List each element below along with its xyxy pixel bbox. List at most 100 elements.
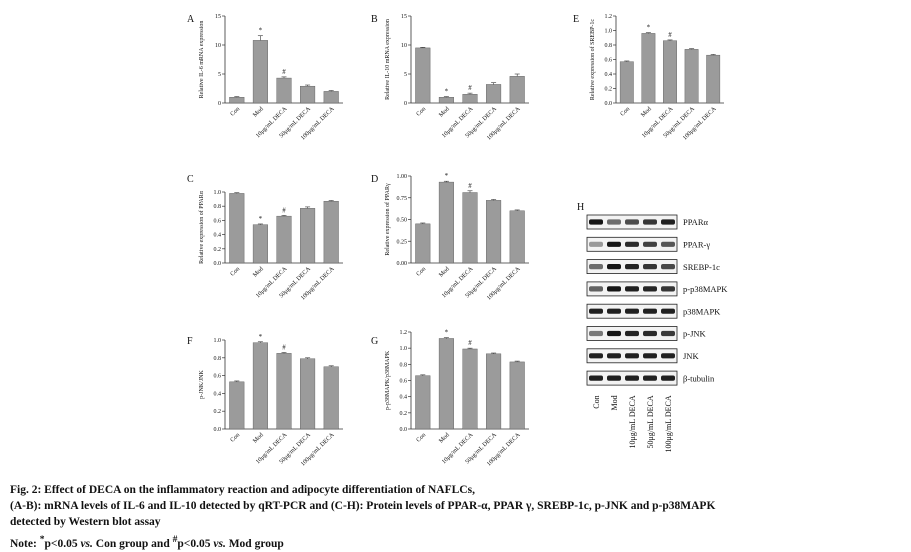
y-tick-label: 1.0 (605, 29, 613, 35)
panel-label: F (187, 336, 193, 347)
blot-band (643, 330, 657, 337)
y-tick-label: 0.0 (400, 427, 408, 433)
blot-band (607, 353, 621, 359)
y-tick-label: 0.8 (605, 43, 613, 49)
bar (300, 208, 316, 264)
y-tick-label: 15 (401, 14, 407, 20)
blot-band (589, 308, 603, 314)
significance-mark: * (647, 24, 651, 32)
bar (323, 201, 339, 264)
bar (415, 375, 431, 430)
y-tick-label: 0.8 (214, 204, 222, 210)
blot-band (607, 330, 621, 337)
y-tick-label: 0.2 (400, 411, 408, 417)
blot-band (661, 308, 675, 314)
y-tick-label: 0.2 (214, 409, 222, 415)
y-tick-label: 0.8 (400, 362, 408, 368)
panel-label: G (371, 336, 378, 347)
figure-canvas: A Relative IL-6 mRNA expression 0 5 10 15 Con *… (187, 14, 728, 468)
protein-label: p38MAPK (683, 306, 721, 316)
note-a: p<0.05 (44, 537, 81, 550)
panel-label: H (577, 202, 584, 213)
y-tick-label: 0.4 (605, 72, 613, 78)
bar (486, 353, 502, 430)
bar (276, 215, 292, 264)
panel-label: E (573, 14, 579, 25)
blot-band (589, 375, 603, 381)
bar (462, 94, 478, 104)
blot-band (661, 241, 675, 247)
western-blot: H PPARα PPAR-γ SREBP-1c p-p38MAPK p38MAPK p-JN… (577, 202, 728, 453)
y-tick-label: 5 (218, 72, 221, 78)
blot-band (625, 353, 639, 359)
bar (438, 96, 454, 104)
lane-label: 50μg/mL DECA (646, 395, 655, 448)
bar (300, 358, 316, 430)
caption-line-2: (A-B): mRNA levels of IL-6 and IL-10 det… (10, 500, 716, 512)
y-tick-label: 1.2 (605, 14, 613, 20)
y-tick-label: 0.0 (214, 427, 222, 433)
bar (415, 223, 431, 264)
bar (252, 224, 268, 264)
chart-D: D Relative expression of PPARγ 0.00 0.25 0.5… (371, 172, 529, 302)
y-tick-label: 0.2 (214, 247, 222, 253)
significance-mark: * (259, 27, 263, 35)
blot-band (607, 286, 621, 292)
significance-mark: * (259, 215, 263, 223)
panel-label: C (187, 174, 194, 185)
bar (229, 381, 245, 430)
y-tick-label: 0.75 (397, 196, 408, 202)
x-tick-label: Mod (252, 265, 266, 279)
note-d: Mod group (225, 537, 284, 550)
protein-label: PPAR-γ (683, 240, 710, 250)
blot-band (625, 286, 639, 292)
bar (229, 96, 245, 104)
y-tick-label: 0 (218, 101, 221, 107)
blot-band (643, 286, 657, 292)
bar (229, 193, 245, 264)
significance-mark: * (445, 172, 449, 180)
y-tick-label: 0.8 (214, 356, 222, 362)
caption-note: Note: *p<0.05 vs. Con group and #p<0.05 … (10, 532, 284, 552)
blot-band (589, 241, 603, 247)
chart-F: Fp-JNK/JNK0.00.20.40.60.81.0Con*Mod#10μg… (187, 333, 343, 468)
y-axis-label: Relative IL-10 mRNA expression (385, 19, 391, 100)
significance-mark: # (468, 182, 472, 190)
note-vs-2: vs. (213, 537, 226, 550)
protein-label: JNK (683, 351, 699, 361)
y-tick-label: 1.2 (400, 330, 408, 336)
lane-label: 100μg/mL DECA (664, 395, 673, 452)
note-vs-1: vs. (80, 537, 93, 550)
protein-label: PPARα (683, 217, 708, 227)
y-tick-label: 0.4 (400, 395, 408, 401)
x-tick-label: Mod (252, 431, 266, 445)
significance-mark: # (282, 68, 286, 76)
blot-band (589, 219, 603, 225)
lane-label: Con (592, 395, 601, 408)
blot-band (625, 330, 639, 337)
caption-line-3: detected by Western blot assay (10, 516, 161, 528)
note-star: * (39, 534, 45, 545)
blot-band (589, 353, 603, 359)
blot-band (625, 308, 639, 314)
note-hash: # (172, 534, 178, 545)
y-tick-label: 0.6 (400, 379, 408, 385)
bar (415, 47, 431, 104)
x-tick-label: Mod (640, 105, 654, 119)
bar (509, 210, 525, 264)
lane-label: Mod (610, 395, 619, 410)
y-axis-label: Relative IL-6 mRNA expression (199, 21, 205, 99)
significance-mark: # (668, 31, 672, 39)
y-tick-label: 0.00 (397, 261, 408, 267)
significance-mark: # (468, 84, 472, 92)
blot-band (589, 286, 603, 292)
blot-band (643, 308, 657, 314)
y-tick-label: 1.00 (397, 174, 408, 180)
y-tick-label: 0.6 (214, 374, 222, 380)
y-tick-label: 0.6 (605, 58, 613, 64)
blot-band (661, 375, 675, 381)
y-tick-label: 0.0 (605, 101, 613, 107)
note-b: Con group and (92, 537, 173, 550)
bar (438, 338, 454, 430)
blot-band (607, 264, 621, 270)
